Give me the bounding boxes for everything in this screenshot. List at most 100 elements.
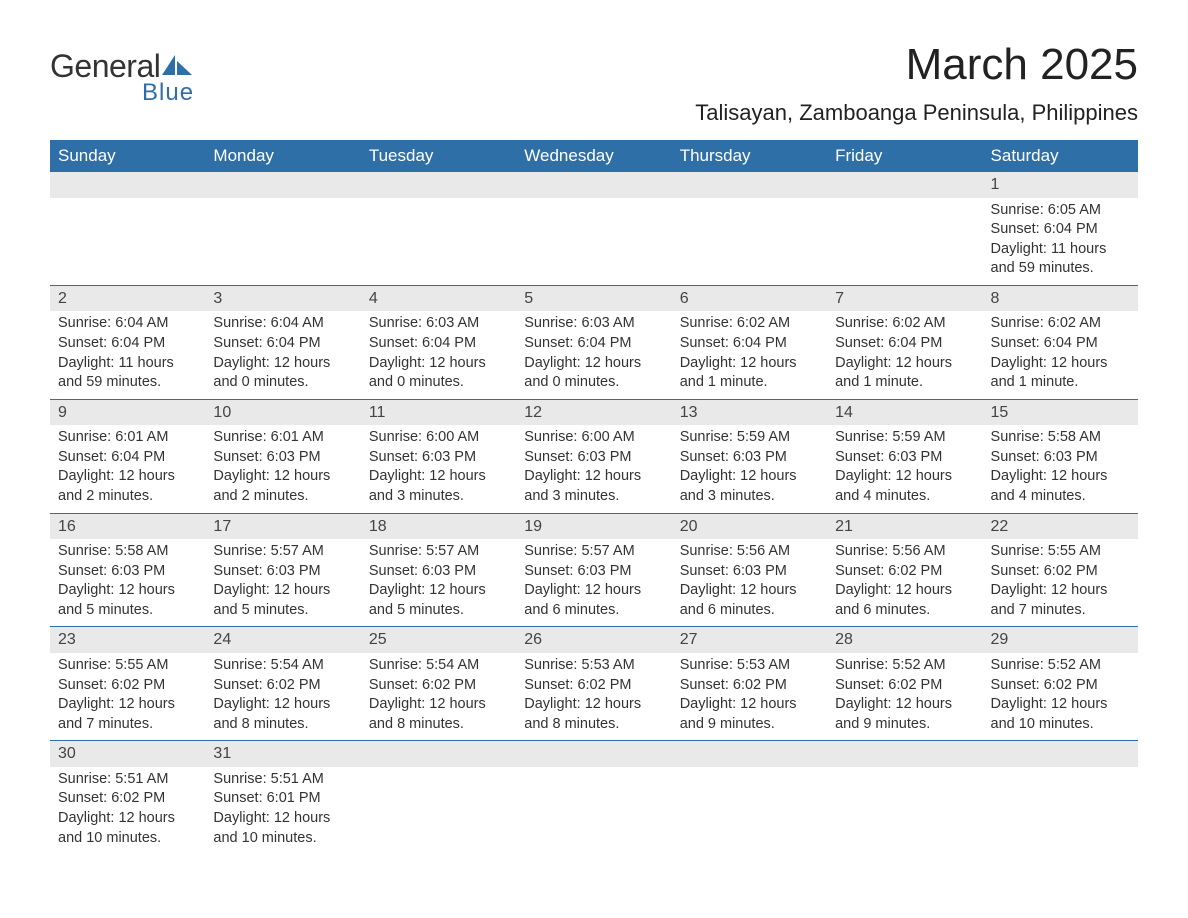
day-detail-cell [205, 198, 360, 286]
sunset: Sunset: 6:04 PM [369, 334, 508, 354]
title-block: March 2025 Talisayan, Zamboanga Peninsul… [695, 40, 1138, 126]
weekday-header: Friday [827, 140, 982, 172]
day-detail-cell: Sunrise: 6:02 AMSunset: 6:04 PMDaylight:… [827, 311, 982, 399]
daylight: Daylight: 12 hours and 8 minutes. [213, 695, 352, 734]
sunrise: Sunrise: 6:00 AM [369, 428, 508, 448]
daylight: Daylight: 12 hours and 1 minute. [835, 354, 974, 393]
location: Talisayan, Zamboanga Peninsula, Philippi… [695, 100, 1138, 126]
sunset: Sunset: 6:03 PM [991, 448, 1130, 468]
logo: General Blue [50, 48, 194, 107]
weekday-header: Wednesday [516, 140, 671, 172]
day-number-cell: 9 [50, 399, 205, 425]
day-detail-cell: Sunrise: 6:05 AMSunset: 6:04 PMDaylight:… [983, 198, 1138, 286]
weekday-header: Saturday [983, 140, 1138, 172]
day-number-cell: 22 [983, 513, 1138, 539]
day-number-cell [361, 172, 516, 198]
sunset: Sunset: 6:04 PM [58, 334, 197, 354]
logo-text-blue: Blue [142, 79, 194, 107]
weekday-header: Thursday [672, 140, 827, 172]
sunrise: Sunrise: 5:54 AM [213, 656, 352, 676]
day-number-cell: 14 [827, 399, 982, 425]
sunrise: Sunrise: 5:51 AM [213, 770, 352, 790]
day-number-cell [672, 172, 827, 198]
day-detail-cell: Sunrise: 5:55 AMSunset: 6:02 PMDaylight:… [50, 653, 205, 741]
sunset: Sunset: 6:02 PM [835, 562, 974, 582]
day-detail-cell: Sunrise: 5:57 AMSunset: 6:03 PMDaylight:… [361, 539, 516, 627]
daylight: Daylight: 12 hours and 10 minutes. [213, 809, 352, 848]
day-number-cell: 11 [361, 399, 516, 425]
day-detail-cell: Sunrise: 6:03 AMSunset: 6:04 PMDaylight:… [516, 311, 671, 399]
daylight: Daylight: 12 hours and 6 minutes. [524, 581, 663, 620]
daylight: Daylight: 12 hours and 0 minutes. [369, 354, 508, 393]
day-detail-cell [672, 198, 827, 286]
day-detail-cell [672, 767, 827, 854]
day-detail-cell: Sunrise: 5:54 AMSunset: 6:02 PMDaylight:… [205, 653, 360, 741]
sunset: Sunset: 6:04 PM [524, 334, 663, 354]
sunset: Sunset: 6:02 PM [991, 676, 1130, 696]
daylight: Daylight: 12 hours and 10 minutes. [991, 695, 1130, 734]
sunset: Sunset: 6:04 PM [58, 448, 197, 468]
day-detail-cell [516, 767, 671, 854]
day-number-cell [827, 172, 982, 198]
daylight: Daylight: 12 hours and 5 minutes. [58, 581, 197, 620]
daylight: Daylight: 12 hours and 6 minutes. [835, 581, 974, 620]
day-detail-cell: Sunrise: 5:52 AMSunset: 6:02 PMDaylight:… [983, 653, 1138, 741]
day-detail-cell: Sunrise: 6:03 AMSunset: 6:04 PMDaylight:… [361, 311, 516, 399]
calendar-body: 1 Sunrise: 6:05 AMSunset: 6:04 PMDayligh… [50, 172, 1138, 854]
weekday-header: Sunday [50, 140, 205, 172]
sunrise: Sunrise: 5:55 AM [991, 542, 1130, 562]
day-number-cell: 24 [205, 627, 360, 653]
sunset: Sunset: 6:03 PM [213, 448, 352, 468]
daylight: Daylight: 12 hours and 1 minute. [991, 354, 1130, 393]
day-detail-cell [827, 767, 982, 854]
calendar-header: Sunday Monday Tuesday Wednesday Thursday… [50, 140, 1138, 172]
sunrise: Sunrise: 6:05 AM [991, 201, 1130, 221]
daylight: Daylight: 12 hours and 3 minutes. [524, 467, 663, 506]
sunrise: Sunrise: 5:56 AM [680, 542, 819, 562]
daynum-row: 16171819202122 [50, 513, 1138, 539]
daylight: Daylight: 12 hours and 4 minutes. [991, 467, 1130, 506]
detail-row: Sunrise: 6:04 AMSunset: 6:04 PMDaylight:… [50, 311, 1138, 399]
sunrise: Sunrise: 5:59 AM [680, 428, 819, 448]
day-number-cell: 10 [205, 399, 360, 425]
detail-row: Sunrise: 5:51 AMSunset: 6:02 PMDaylight:… [50, 767, 1138, 854]
sunrise: Sunrise: 6:02 AM [991, 314, 1130, 334]
daylight: Daylight: 12 hours and 4 minutes. [835, 467, 974, 506]
day-detail-cell [827, 198, 982, 286]
day-detail-cell: Sunrise: 5:51 AMSunset: 6:02 PMDaylight:… [50, 767, 205, 854]
day-number-cell [827, 741, 982, 767]
day-detail-cell: Sunrise: 6:02 AMSunset: 6:04 PMDaylight:… [983, 311, 1138, 399]
weekday-row: Sunday Monday Tuesday Wednesday Thursday… [50, 140, 1138, 172]
sunset: Sunset: 6:04 PM [991, 334, 1130, 354]
sunrise: Sunrise: 5:55 AM [58, 656, 197, 676]
sunset: Sunset: 6:03 PM [680, 562, 819, 582]
sunrise: Sunrise: 6:03 AM [524, 314, 663, 334]
day-number-cell: 15 [983, 399, 1138, 425]
sunrise: Sunrise: 5:53 AM [524, 656, 663, 676]
day-detail-cell: Sunrise: 5:59 AMSunset: 6:03 PMDaylight:… [827, 425, 982, 513]
day-detail-cell: Sunrise: 6:00 AMSunset: 6:03 PMDaylight:… [516, 425, 671, 513]
sunrise: Sunrise: 5:51 AM [58, 770, 197, 790]
sunset: Sunset: 6:02 PM [58, 789, 197, 809]
sunset: Sunset: 6:03 PM [835, 448, 974, 468]
daylight: Daylight: 12 hours and 7 minutes. [58, 695, 197, 734]
day-number-cell: 29 [983, 627, 1138, 653]
day-detail-cell [361, 198, 516, 286]
header: General Blue March 2025 Talisayan, Zambo… [50, 40, 1138, 126]
sunrise: Sunrise: 5:54 AM [369, 656, 508, 676]
sunrise: Sunrise: 5:59 AM [835, 428, 974, 448]
day-detail-cell: Sunrise: 6:00 AMSunset: 6:03 PMDaylight:… [361, 425, 516, 513]
day-number-cell: 27 [672, 627, 827, 653]
weekday-header: Tuesday [361, 140, 516, 172]
sunrise: Sunrise: 6:04 AM [213, 314, 352, 334]
day-detail-cell: Sunrise: 6:01 AMSunset: 6:04 PMDaylight:… [50, 425, 205, 513]
day-number-cell: 4 [361, 285, 516, 311]
daylight: Daylight: 12 hours and 9 minutes. [835, 695, 974, 734]
daylight: Daylight: 12 hours and 3 minutes. [369, 467, 508, 506]
day-detail-cell: Sunrise: 5:55 AMSunset: 6:02 PMDaylight:… [983, 539, 1138, 627]
day-detail-cell [50, 198, 205, 286]
weekday-header: Monday [205, 140, 360, 172]
day-number-cell: 1 [983, 172, 1138, 198]
day-number-cell: 31 [205, 741, 360, 767]
sunrise: Sunrise: 6:01 AM [213, 428, 352, 448]
